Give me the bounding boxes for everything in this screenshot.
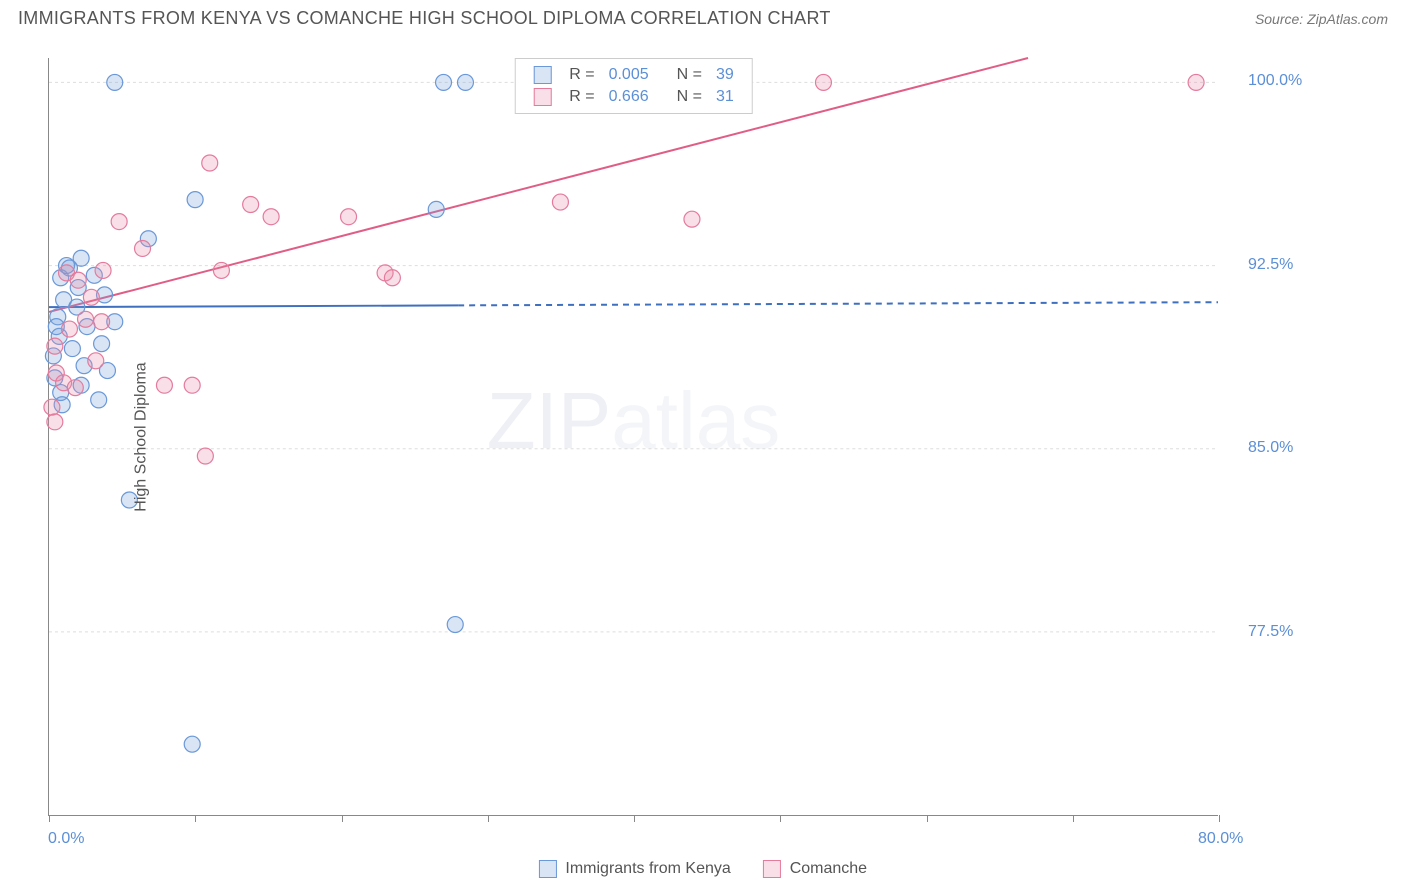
scatter-point xyxy=(44,399,60,415)
x-tick xyxy=(1219,815,1220,822)
scatter-point xyxy=(73,250,89,266)
swatch-bottom-2 xyxy=(763,860,781,878)
r-label-2: R = xyxy=(563,87,600,107)
x-tick xyxy=(780,815,781,822)
y-tick-label: 85.0% xyxy=(1248,439,1293,457)
x-tick xyxy=(342,815,343,822)
scatter-point xyxy=(213,262,229,278)
scatter-point xyxy=(47,338,63,354)
x-tick xyxy=(927,815,928,822)
r-value-1: 0.005 xyxy=(603,65,655,85)
chart-title: IMMIGRANTS FROM KENYA VS COMANCHE HIGH S… xyxy=(18,8,831,29)
scatter-point xyxy=(684,211,700,227)
scatter-point xyxy=(428,201,444,217)
scatter-svg xyxy=(49,58,1218,815)
y-tick-label: 100.0% xyxy=(1248,72,1302,90)
scatter-point xyxy=(83,289,99,305)
x-tick xyxy=(49,815,50,822)
n-value-2: 31 xyxy=(710,87,740,107)
scatter-point xyxy=(135,240,151,256)
scatter-point xyxy=(263,209,279,225)
swatch-series1 xyxy=(533,66,551,84)
x-tick xyxy=(488,815,489,822)
correlation-legend: R = 0.005 N = 39 R = 0.666 N = 31 xyxy=(514,58,753,114)
legend-bottom-label-1: Immigrants from Kenya xyxy=(565,860,730,877)
scatter-point xyxy=(156,377,172,393)
legend-bottom: Immigrants from Kenya Comanche xyxy=(525,860,881,886)
y-axis-title: High School Diploma xyxy=(133,362,151,511)
scatter-point xyxy=(197,448,213,464)
title-bar: IMMIGRANTS FROM KENYA VS COMANCHE HIGH S… xyxy=(0,0,1406,35)
swatch-series2 xyxy=(533,88,551,106)
x-tick xyxy=(634,815,635,822)
x-tick xyxy=(1073,815,1074,822)
scatter-point xyxy=(202,155,218,171)
plot-area: ZIPatlas R = 0.005 N = 39 R = 0.666 N = … xyxy=(48,58,1218,816)
scatter-point xyxy=(91,392,107,408)
scatter-point xyxy=(47,414,63,430)
scatter-point xyxy=(111,214,127,230)
n-label-2: N = xyxy=(671,87,708,107)
swatch-bottom-1 xyxy=(539,860,557,878)
scatter-point xyxy=(95,262,111,278)
r-label-1: R = xyxy=(563,65,600,85)
x-tick-label: 80.0% xyxy=(1198,830,1243,848)
n-value-1: 39 xyxy=(710,65,740,85)
scatter-point xyxy=(187,192,203,208)
scatter-point xyxy=(447,617,463,633)
scatter-point xyxy=(243,197,259,213)
scatter-point xyxy=(436,74,452,90)
scatter-point xyxy=(184,377,200,393)
scatter-point xyxy=(94,336,110,352)
scatter-point xyxy=(815,74,831,90)
x-tick xyxy=(195,815,196,822)
scatter-point xyxy=(64,341,80,357)
scatter-point xyxy=(457,74,473,90)
y-tick-label: 92.5% xyxy=(1248,256,1293,274)
r-value-2: 0.666 xyxy=(603,87,655,107)
legend-bottom-item-2: Comanche xyxy=(763,860,867,877)
y-tick-label: 77.5% xyxy=(1248,623,1293,641)
scatter-point xyxy=(341,209,357,225)
legend-row-1: R = 0.005 N = 39 xyxy=(527,65,740,85)
scatter-point xyxy=(1188,74,1204,90)
scatter-point xyxy=(88,353,104,369)
scatter-point xyxy=(78,311,94,327)
source-label: Source: ZipAtlas.com xyxy=(1255,11,1388,27)
scatter-point xyxy=(94,314,110,330)
n-label-1: N = xyxy=(671,65,708,85)
scatter-point xyxy=(552,194,568,210)
scatter-point xyxy=(184,736,200,752)
legend-row-2: R = 0.666 N = 31 xyxy=(527,87,740,107)
x-tick-label: 0.0% xyxy=(48,830,84,848)
scatter-point xyxy=(70,272,86,288)
scatter-point xyxy=(107,74,123,90)
legend-bottom-label-2: Comanche xyxy=(790,860,867,877)
scatter-point xyxy=(384,270,400,286)
legend-bottom-item-1: Immigrants from Kenya xyxy=(539,860,735,877)
scatter-point xyxy=(61,321,77,337)
scatter-point xyxy=(67,380,83,396)
